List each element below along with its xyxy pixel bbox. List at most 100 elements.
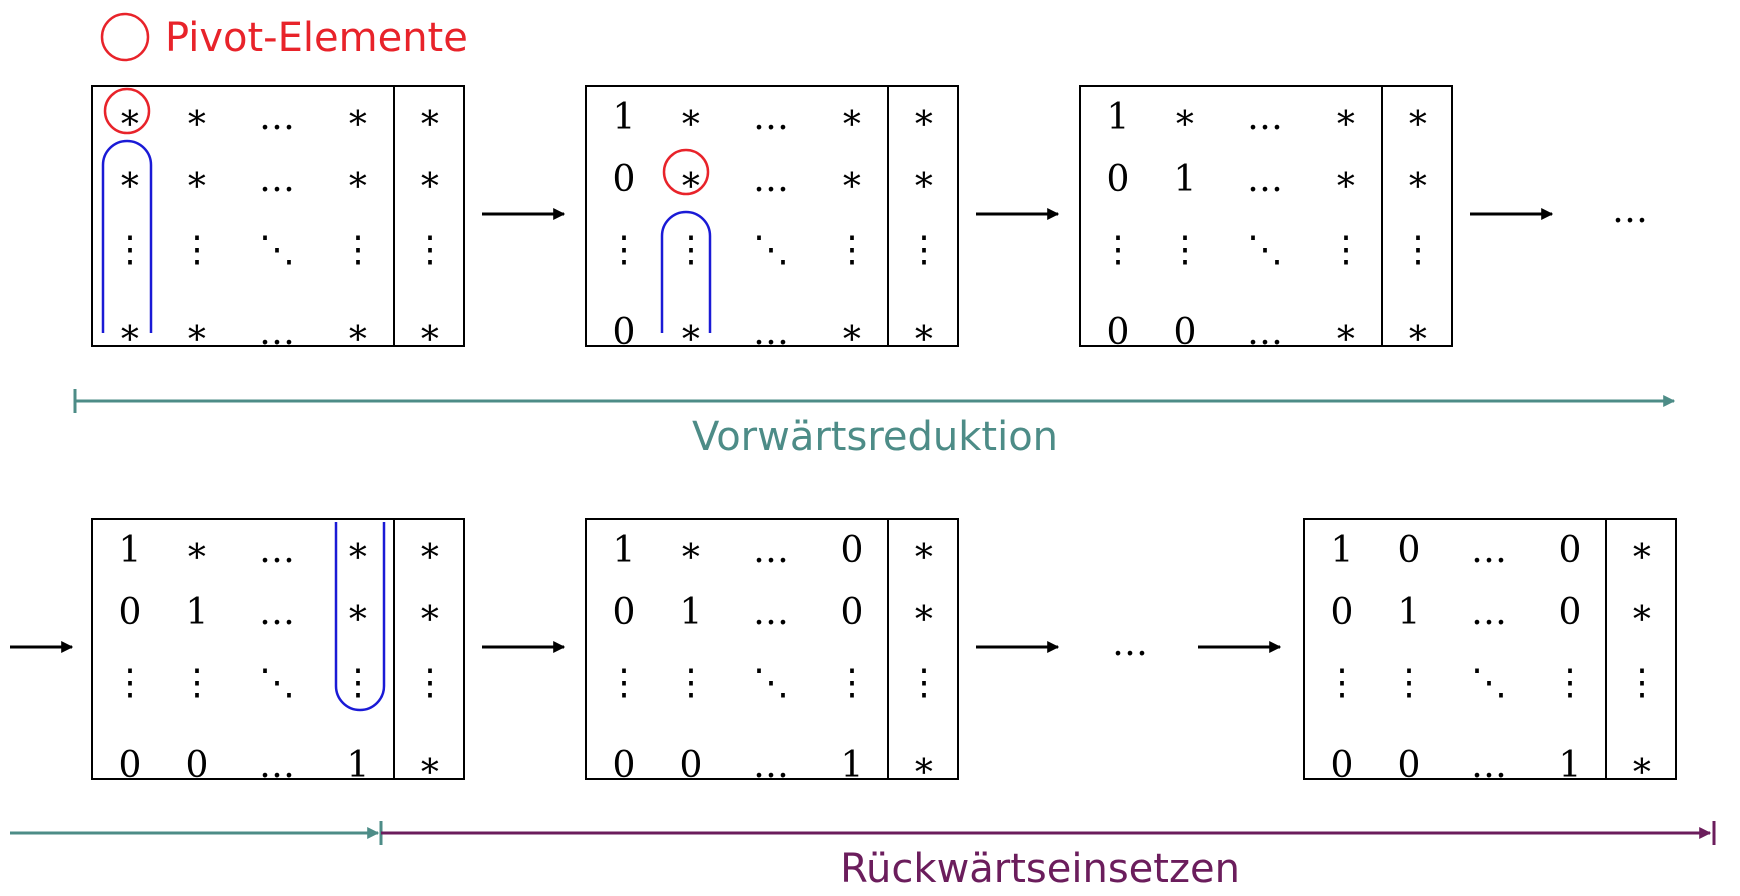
matrix-cell: … — [753, 97, 789, 138]
matrix-cell: … — [1247, 312, 1283, 353]
matrix-cell: ∗ — [1406, 97, 1430, 138]
matrix-cell: ∗ — [679, 97, 703, 138]
matrix-cell: ∗ — [185, 97, 209, 138]
matrix-cell: ⋮ — [1400, 229, 1436, 270]
matrix-cell: … — [259, 312, 295, 353]
matrix-cell: … — [1247, 97, 1283, 138]
matrix-cell: 0 — [1398, 745, 1421, 786]
matrix-cell: ⋮ — [906, 229, 942, 270]
matrix-cell: ∗ — [346, 530, 370, 571]
matrix-cell: ∗ — [418, 159, 442, 200]
matrix-cell: ∗ — [912, 745, 936, 786]
matrix-frame — [585, 518, 959, 780]
matrix-cell: ⋮ — [673, 229, 709, 270]
matrix-cell: ⋱ — [1247, 229, 1283, 270]
matrix-frame — [1303, 518, 1677, 780]
matrix-cell: 1 — [1107, 97, 1130, 138]
matrix-cell: 0 — [1559, 592, 1582, 633]
legend-label: Pivot-Elemente — [165, 15, 468, 61]
backward-phase: Rückwärtseinsetzen — [10, 821, 1716, 892]
matrix-cell: ∗ — [1173, 97, 1197, 138]
legend: Pivot-Elemente — [100, 12, 468, 62]
matrix-cell: … — [1471, 745, 1507, 786]
continuation-ellipsis-bottom: … — [1112, 623, 1148, 664]
elimination-bracket-m4 — [334, 522, 386, 712]
pivot-legend-circle — [100, 12, 150, 62]
matrix-cell: 0 — [1559, 530, 1582, 571]
matrix-cell: ⋮ — [606, 229, 642, 270]
matrix-cell: … — [753, 159, 789, 200]
matrix-cell: ∗ — [346, 592, 370, 633]
matrix-cell: 1 — [841, 745, 864, 786]
matrix-cell: ∗ — [1406, 159, 1430, 200]
matrix-cell: ⋮ — [340, 662, 376, 703]
matrix-cell: 1 — [1174, 159, 1197, 200]
augmented-matrix: 1 ∗… ∗ ∗0 ∗… ∗ ∗⋮ ⋮ ⋱ ⋮ ⋮0 ∗… ∗ ∗ — [585, 85, 959, 353]
matrices: ∗ ∗ … ∗ ∗ ∗ ∗ … ∗ ∗ ⋮ ⋮ ⋱ ⋮ ⋮ ∗ ∗ … ∗ ∗ 1 ∗ … ∗ ∗ 0 ∗ … ∗ ∗ ⋮ ⋮ ⋱ ⋮ ⋮ 0 ∗ … ∗ ∗… — [91, 85, 1677, 786]
matrix-cell: 0 — [841, 530, 864, 571]
matrix-cell: 1 — [1398, 592, 1421, 633]
matrix-cell: ∗ — [185, 159, 209, 200]
matrix-cell: ∗ — [418, 745, 442, 786]
matrix-cell: ∗ — [679, 312, 703, 353]
matrix-cell: ⋮ — [412, 229, 448, 270]
matrix-cell: ∗ — [1334, 159, 1358, 200]
matrix-cell: ∗ — [1334, 97, 1358, 138]
matrix-cell: … — [259, 97, 295, 138]
matrix-cell: ∗ — [912, 159, 936, 200]
matrix-cell: 1 — [613, 530, 636, 571]
matrix-cell: 1 — [1559, 745, 1582, 786]
matrix-cell: ∗ — [118, 312, 142, 353]
backward-phase-label: Rückwärtseinsetzen — [840, 846, 1240, 892]
matrix-cell: ∗ — [840, 97, 864, 138]
matrix-cell: ⋮ — [834, 662, 870, 703]
matrix-cell: ∗ — [840, 159, 864, 200]
matrix-cell: ∗ — [185, 312, 209, 353]
matrix-cell: 0 — [186, 745, 209, 786]
matrix-cell: ∗ — [679, 530, 703, 571]
matrix-cell: ∗ — [418, 592, 442, 633]
matrix-cell: ∗ — [346, 312, 370, 353]
forward-phase-label: Vorwärtsreduktion — [692, 414, 1058, 460]
matrix-cell: ⋮ — [673, 662, 709, 703]
matrix-cell: ∗ — [1334, 312, 1358, 353]
pivot-circle-m1 — [103, 87, 151, 135]
matrix-cell: … — [1471, 592, 1507, 633]
matrix-cell: 0 — [613, 159, 636, 200]
matrix-cell: ⋮ — [1624, 662, 1660, 703]
matrix-cell: 1 — [613, 97, 636, 138]
augmented-matrix: 1 ∗ … ∗ ∗ 0 1 … ∗ ∗ ⋮ ⋮ ⋱ ⋮ ⋮ 0 0 … 1 ∗ — [91, 518, 465, 786]
matrix-cell: ⋮ — [1167, 229, 1203, 270]
matrix-cell: … — [1247, 159, 1283, 200]
matrix-cell: … — [753, 592, 789, 633]
matrix-cell: 0 — [1107, 159, 1130, 200]
matrix-cell: ∗ — [1406, 312, 1430, 353]
matrix-cell: 0 — [613, 745, 636, 786]
matrix-cell: … — [259, 745, 295, 786]
matrix-cell: ⋮ — [179, 662, 215, 703]
matrix-cell: ⋮ — [1552, 662, 1588, 703]
matrix-cell: ⋮ — [112, 229, 148, 270]
matrix-cell: ∗ — [185, 530, 209, 571]
augmented-matrix: 1 ∗ … ∗ ∗ 0 1 … ∗ ∗ ⋮ ⋮ ⋱ ⋮ ⋮ 0 0 … ∗ ∗ — [1079, 85, 1453, 353]
augmented-matrix: 1 ∗ … 0 ∗ 0 1 … 0 ∗ ⋮ ⋮ ⋱ ⋮ ⋮ 0 0 … 1 ∗ — [585, 518, 959, 786]
matrix-frame — [1079, 85, 1453, 347]
continuation-ellipsis-top: … — [1612, 190, 1648, 231]
matrix-cell: 1 — [680, 592, 703, 633]
matrix-cell: 1 — [347, 745, 370, 786]
matrix-cell: 0 — [613, 592, 636, 633]
matrix-cell: … — [259, 592, 295, 633]
matrix-cell: 0 — [119, 745, 142, 786]
matrix-cell: 0 — [841, 592, 864, 633]
matrix-cell: 0 — [680, 745, 703, 786]
matrix-cell: ⋮ — [1328, 229, 1364, 270]
matrix-cell: ⋮ — [179, 229, 215, 270]
matrix-frame — [585, 85, 959, 347]
matrix-cell: … — [753, 745, 789, 786]
matrix-cell: ∗ — [912, 592, 936, 633]
matrix-cell: 0 — [1331, 745, 1354, 786]
matrix-cell: 0 — [1107, 312, 1130, 353]
matrix-cell: ∗ — [840, 312, 864, 353]
matrix-cell: … — [259, 530, 295, 571]
